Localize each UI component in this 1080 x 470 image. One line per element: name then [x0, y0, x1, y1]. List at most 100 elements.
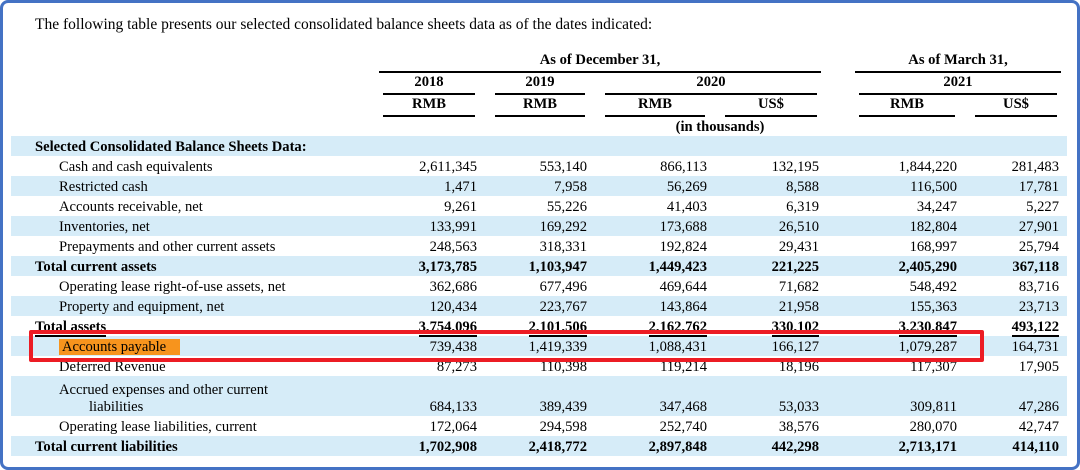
value-cell: 143,864 — [595, 296, 715, 316]
value-cell: 27,901 — [965, 216, 1067, 236]
cell-value: 223,767 — [540, 299, 587, 315]
value-cell: 2,611,345 — [373, 156, 485, 176]
value-cell: 221,225 — [715, 256, 827, 276]
cell-value: 866,113 — [660, 159, 707, 175]
table-row: Accrued expenses and other currentliabil… — [11, 376, 1067, 416]
cell-value: 17,905 — [1019, 359, 1059, 375]
value-cell: 469,644 — [595, 276, 715, 296]
value-cell: 169,292 — [485, 216, 595, 236]
cell-value: 172,064 — [430, 419, 477, 435]
currency-header: RMB — [595, 95, 715, 117]
row-label-cell: Selected Consolidated Balance Sheets Dat… — [11, 136, 373, 156]
row-label-cell: Restricted cash — [11, 176, 373, 196]
year-header-2020: 2020 — [595, 73, 827, 95]
table-row: Total assets3,754,0962,101,5062,162,7623… — [11, 316, 1067, 336]
value-cell: 132,195 — [715, 156, 827, 176]
row-label-cell: Operating lease right-of-use assets, net — [11, 276, 373, 296]
row-label-cell: Total assets — [11, 316, 373, 336]
cell-value: 42,747 — [1019, 419, 1059, 435]
row-label: Accounts payable — [59, 339, 180, 355]
row-label: Deferred Revenue — [59, 359, 166, 375]
value-cell: 1,844,220 — [849, 156, 965, 176]
cell-value: 23,713 — [1019, 299, 1059, 315]
cell-value: 1,079,287 — [899, 339, 957, 355]
cell-value: 3,230,847 — [899, 319, 957, 337]
cell-value: 17,781 — [1019, 179, 1059, 195]
value-cell — [715, 136, 827, 156]
cell-value: 347,468 — [660, 399, 707, 415]
row-label-cell: Accrued expenses and other currentliabil… — [11, 376, 373, 416]
value-cell: 2,101,506 — [485, 316, 595, 336]
cell-value: 1,844,220 — [899, 159, 957, 175]
table-row: Deferred Revenue 87,273 110,398119,21418,1… — [11, 356, 1067, 376]
value-cell: 182,804 — [849, 216, 965, 236]
cell-value: 1,088,431 — [649, 339, 707, 355]
column-gap — [827, 196, 849, 216]
cell-value: 6,319 — [786, 199, 819, 215]
column-gap — [827, 296, 849, 316]
cell-value: 29,431 — [779, 239, 819, 255]
value-cell: 281,483 — [965, 156, 1067, 176]
value-cell: 3,173,785 — [373, 256, 485, 276]
value-cell: 1,088,431 — [595, 336, 715, 356]
value-cell: 116,500 — [849, 176, 965, 196]
currency-header: US$ — [965, 95, 1067, 117]
row-label: Property and equipment, net — [59, 299, 224, 315]
value-cell: 38,576 — [715, 416, 827, 436]
value-cell: 34,247 — [849, 196, 965, 216]
row-label-cell: Cash and cash equivalents — [11, 156, 373, 176]
cell-value: 389,439 — [540, 399, 587, 415]
row-label: Operating lease liabilities, current — [59, 419, 257, 435]
value-cell: 71,682 — [715, 276, 827, 296]
cell-value: 414,110 — [1012, 439, 1059, 455]
value-cell: 110,398 — [485, 356, 595, 376]
value-cell: 3,230,847 — [849, 316, 965, 336]
value-cell: 42,747 — [965, 416, 1067, 436]
value-cell: 2,162,762 — [595, 316, 715, 336]
header-spacer — [11, 73, 373, 95]
cell-value: 1,419,339 — [529, 339, 587, 355]
cell-value: 281,483 — [1012, 159, 1059, 175]
value-cell: 248,563 — [373, 236, 485, 256]
value-cell: 684,133 — [373, 376, 485, 416]
value-cell: 18,196 — [715, 356, 827, 376]
cell-value: 1,702,908 — [419, 439, 477, 455]
cell-value: 1,449,423 — [649, 259, 707, 275]
row-label: Total assets — [35, 319, 106, 337]
table-row: Property and equipment, net120,434223,76… — [11, 296, 1067, 316]
cell-value: 166,127 — [772, 339, 819, 355]
cell-value: 133,991 — [430, 219, 477, 235]
table-row: Accounts receivable, net9,26155,22641,40… — [11, 196, 1067, 216]
units-note: (in thousands) — [373, 117, 1067, 136]
column-gap — [827, 156, 849, 176]
row-accounts-payable: Accounts payable 739,438 1,419,339 1,088,43… — [11, 336, 1067, 356]
row-label: Operating lease right-of-use assets, net — [59, 279, 286, 295]
value-cell: 866,113 — [595, 156, 715, 176]
cell-value: 83,716 — [1019, 279, 1059, 295]
row-label: Total current assets — [35, 259, 157, 275]
cell-value: 294,598 — [540, 419, 587, 435]
cell-value: 9,261 — [444, 199, 477, 215]
cell-value: 143,864 — [660, 299, 707, 315]
value-cell: 119,214 — [595, 356, 715, 376]
cell-value: 182,804 — [910, 219, 957, 235]
value-cell: 493,122 — [965, 316, 1067, 336]
row-label: Inventories, net — [59, 219, 150, 235]
column-gap — [827, 95, 849, 117]
cell-value: 87,273 — [437, 359, 477, 375]
currency-header: RMB — [485, 95, 595, 117]
cell-value: 192,824 — [660, 239, 707, 255]
cell-value: 493,122 — [1012, 319, 1059, 337]
cell-value: 739,438 — [430, 339, 477, 355]
value-cell: 83,716 — [965, 276, 1067, 296]
value-cell: 223,767 — [485, 296, 595, 316]
cell-value: 362,686 — [430, 279, 477, 295]
value-cell: 548,492 — [849, 276, 965, 296]
value-cell: 17,905 — [965, 356, 1067, 376]
value-cell: 168,997 — [849, 236, 965, 256]
cell-value: 155,363 — [910, 299, 957, 315]
cell-value: 280,070 — [910, 419, 957, 435]
row-label-cell: Accounts payable — [11, 336, 373, 356]
group-header-december: As of December 31, — [373, 49, 827, 73]
cell-value: 173,688 — [660, 219, 707, 235]
